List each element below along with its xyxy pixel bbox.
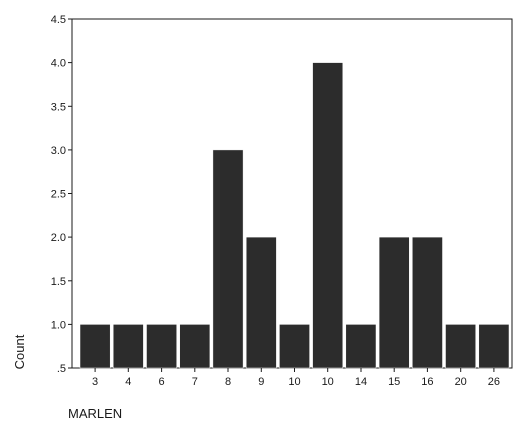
bar-9-5: [246, 237, 276, 368]
y-tick-label: 4.0: [51, 58, 66, 70]
y-tick-label: 1.5: [51, 276, 66, 288]
bar-14-8: [346, 324, 376, 368]
bar-6-2: [147, 324, 177, 368]
y-tick-label: .5: [57, 363, 66, 375]
bar-16-10: [412, 237, 442, 368]
bar-10-7: [313, 63, 343, 368]
x-tick-label: 4: [125, 376, 131, 388]
y-axis-ticks: .5 1.0 1.5 2.0 2.5 3.0 3.5 4.0 4.5: [51, 14, 72, 375]
bars-group: [80, 63, 509, 368]
x-tick-label: 10: [322, 376, 334, 388]
x-tick-label: 8: [225, 376, 231, 388]
x-tick-label: 20: [455, 376, 467, 388]
y-tick-label: 3.0: [51, 145, 66, 157]
x-tick-label: 16: [421, 376, 433, 388]
bar-10-6: [279, 324, 309, 368]
x-tick-label: 7: [192, 376, 198, 388]
x-tick-label: 14: [355, 376, 367, 388]
bar-7-3: [180, 324, 210, 368]
x-tick-label: 15: [388, 376, 400, 388]
bar-15-9: [379, 237, 409, 368]
bar-8-4: [213, 150, 243, 368]
bar-4-1: [113, 324, 143, 368]
x-tick-label: 6: [159, 376, 165, 388]
y-tick-label: 1.0: [51, 319, 66, 331]
y-tick-label: 2.0: [51, 232, 66, 244]
x-axis-title: MARLEN: [68, 406, 122, 421]
y-tick-label: 4.5: [51, 14, 66, 26]
plot-frame: [72, 19, 512, 368]
y-axis-title: Count: [12, 334, 27, 369]
x-tick-label: 10: [288, 376, 300, 388]
x-tick-label: 3: [92, 376, 98, 388]
bar-3-0: [80, 324, 110, 368]
bar-20-11: [446, 324, 476, 368]
y-tick-label: 3.5: [51, 101, 66, 113]
x-tick-label: 9: [258, 376, 264, 388]
bar-26-12: [479, 324, 509, 368]
y-tick-label: 2.5: [51, 189, 66, 201]
x-tick-label: 26: [488, 376, 500, 388]
x-axis-ticks: 3 4 6 7 8 9 10 10 14 15 16 20 26: [92, 368, 500, 388]
